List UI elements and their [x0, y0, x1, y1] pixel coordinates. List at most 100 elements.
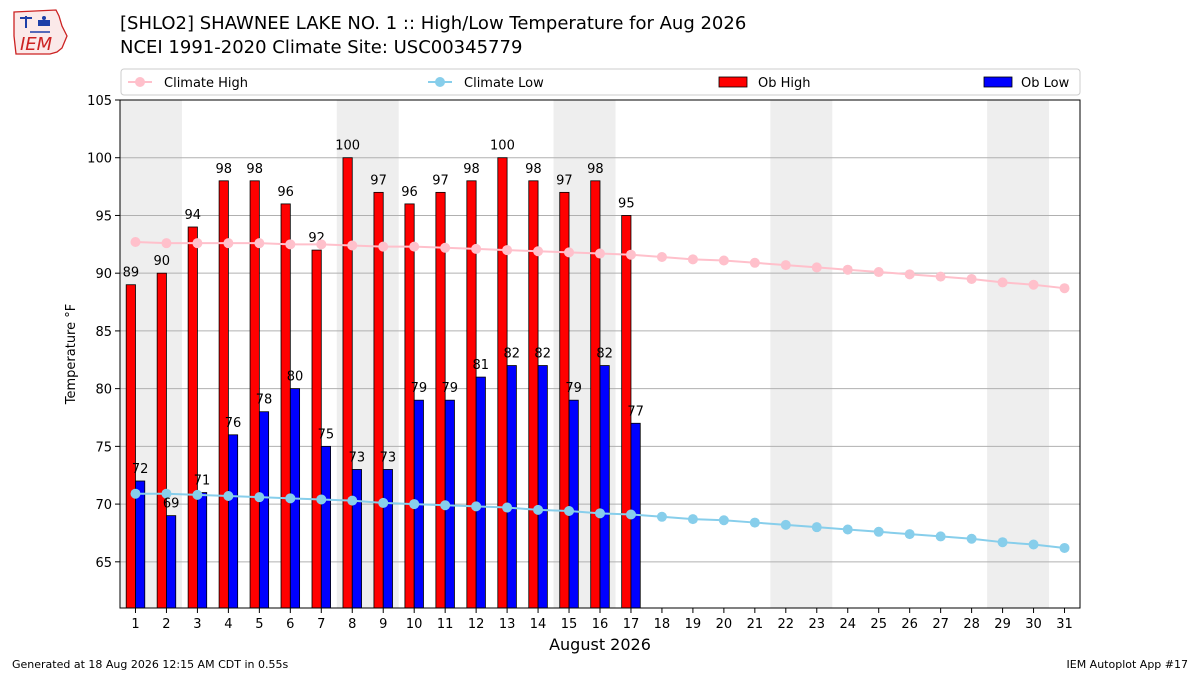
ob-high-label: 94 [185, 208, 202, 223]
ob-low-label: 73 [349, 450, 366, 465]
ob-low-label: 82 [503, 347, 520, 362]
climate-low-point [1059, 542, 1070, 553]
climate-low-point [130, 488, 141, 499]
x-tick-label: 24 [839, 617, 856, 632]
ob-high-bar [497, 157, 508, 609]
ob-high-label: 98 [525, 162, 542, 177]
climate-low-point [564, 506, 575, 517]
x-tick-label: 29 [994, 617, 1011, 632]
climate-high-point [687, 254, 698, 265]
ob-high-bar [156, 272, 167, 609]
climate-low-point [440, 500, 451, 511]
climate-high-point [749, 257, 760, 268]
y-tick-label: 95 [95, 209, 112, 224]
x-tick-label: 13 [499, 617, 516, 632]
climate-low-point [625, 509, 636, 520]
x-tick-label: 6 [286, 617, 294, 632]
ob-high-label: 97 [556, 173, 573, 188]
y-tick-label: 85 [95, 325, 112, 340]
legend-box [120, 68, 1081, 96]
legend-ob-high-label: Ob High [758, 76, 811, 91]
x-tick-label: 11 [437, 617, 454, 632]
ob-low-label: 81 [473, 358, 490, 373]
ob-low-label: 82 [534, 347, 551, 362]
ob-low-label: 77 [627, 404, 644, 419]
climate-high-point [564, 247, 575, 258]
climate-low-point [904, 529, 915, 540]
weekend-shade [987, 100, 1050, 608]
x-tick-label: 3 [193, 617, 201, 632]
legend-climate-low-marker [435, 77, 445, 87]
climate-low-point [687, 514, 698, 525]
climate-high-point [904, 269, 915, 280]
climate-low-point [842, 524, 853, 535]
x-tick-label: 26 [901, 617, 918, 632]
climate-high-point [254, 238, 265, 249]
ob-high-label: 97 [432, 173, 449, 188]
climate-low-point [595, 508, 605, 519]
ob-low-bar [351, 469, 362, 609]
ob-high-label: 89 [123, 266, 140, 281]
climate-high-point [316, 239, 327, 250]
x-tick-label: 1 [131, 617, 139, 632]
x-tick-label: 20 [716, 617, 733, 632]
ob-high-bar [125, 284, 136, 609]
ob-high-label: 96 [401, 185, 418, 200]
climate-low-point [533, 504, 544, 515]
x-tick-label: 7 [317, 617, 325, 632]
legend-ob-low-label: Ob Low [1021, 76, 1070, 91]
climate-high-point [378, 241, 389, 252]
x-axis-label: August 2026 [549, 635, 651, 654]
ob-high-bar [342, 157, 353, 609]
climate-high-point [1028, 279, 1039, 290]
generated-timestamp: Generated at 18 Aug 2026 12:15 AM CDT in… [12, 658, 289, 671]
ob-low-label: 71 [194, 474, 211, 489]
climate-high-point [1059, 283, 1070, 294]
iem-logo: IEM [10, 6, 72, 62]
climate-high-point [595, 248, 605, 259]
climate-low-point [254, 492, 265, 503]
ob-low-bar [135, 480, 146, 609]
x-tick-label: 15 [561, 617, 578, 632]
x-tick-label: 8 [348, 617, 356, 632]
x-tick-label: 23 [809, 617, 826, 632]
ob-high-bar [435, 191, 446, 609]
climate-low-point [1028, 539, 1039, 550]
climate-low-point [502, 502, 513, 513]
ob-high-bar [528, 180, 539, 609]
weekend-shade [770, 100, 833, 608]
climate-low-point [935, 531, 946, 542]
climate-high-point [223, 238, 234, 249]
climate-high-point [966, 273, 977, 284]
climate-high-point [842, 264, 853, 275]
climate-high-point [161, 238, 172, 249]
ob-high-label: 98 [587, 162, 604, 177]
climate-high-point [625, 249, 636, 260]
y-tick-label: 75 [95, 440, 112, 455]
climate-low-point [873, 526, 884, 537]
y-tick-label: 100 [87, 152, 112, 167]
x-tick-label: 31 [1056, 617, 1073, 632]
ob-high-label: 98 [463, 162, 480, 177]
x-tick-label: 18 [654, 617, 671, 632]
legend-climate-high-marker [135, 77, 145, 87]
ob-low-label: 79 [565, 381, 582, 396]
y-tick-label: 70 [95, 498, 112, 513]
ob-low-label: 79 [411, 381, 428, 396]
climate-low-point [285, 493, 296, 504]
ob-low-bar [599, 365, 610, 609]
x-tick-label: 27 [932, 617, 949, 632]
x-tick-label: 30 [1025, 617, 1042, 632]
climate-high-point [440, 242, 451, 253]
x-tick-label: 16 [592, 617, 609, 632]
ob-high-bar [404, 203, 415, 609]
x-tick-label: 9 [379, 617, 387, 632]
climate-high-point [130, 237, 141, 248]
chart-title: [SHLO2] SHAWNEE LAKE NO. 1 :: High/Low T… [120, 13, 747, 34]
climate-high-point [533, 246, 544, 257]
climate-low-point [811, 522, 822, 533]
x-tick-label: 19 [685, 617, 702, 632]
ob-low-bar [568, 399, 579, 609]
y-axis-label: Temperature °F [64, 304, 79, 405]
